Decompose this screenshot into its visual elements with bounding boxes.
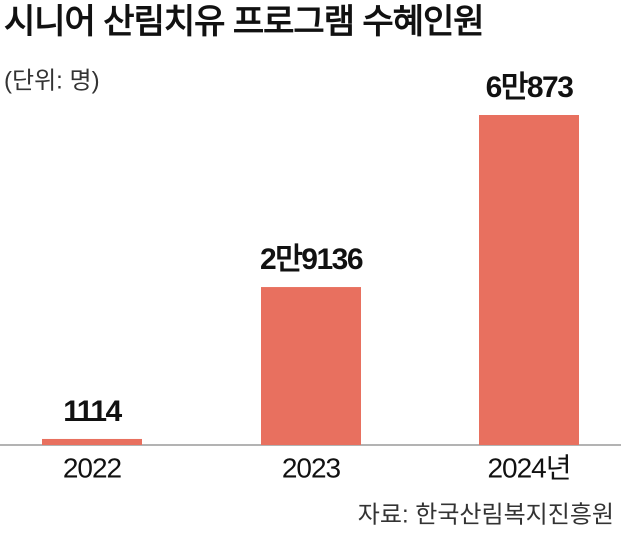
x-tick-label: 2022 [63, 452, 122, 483]
source: 자료: 한국산림복지진흥원 [358, 501, 614, 528]
chart-subtitle: (단위: 명) [4, 67, 100, 94]
value-label: 1114 [63, 395, 122, 428]
chart-title: 시니어 산림치유 프로그램 수혜인원 [4, 3, 484, 41]
value-label: 6만873 [486, 71, 574, 104]
bar [479, 115, 579, 445]
bar [261, 287, 361, 445]
x-tick-label: 2024년 [487, 452, 570, 483]
bar [42, 438, 142, 445]
x-tick-label: 2023 [282, 452, 341, 483]
value-label: 2만9136 [260, 243, 363, 276]
